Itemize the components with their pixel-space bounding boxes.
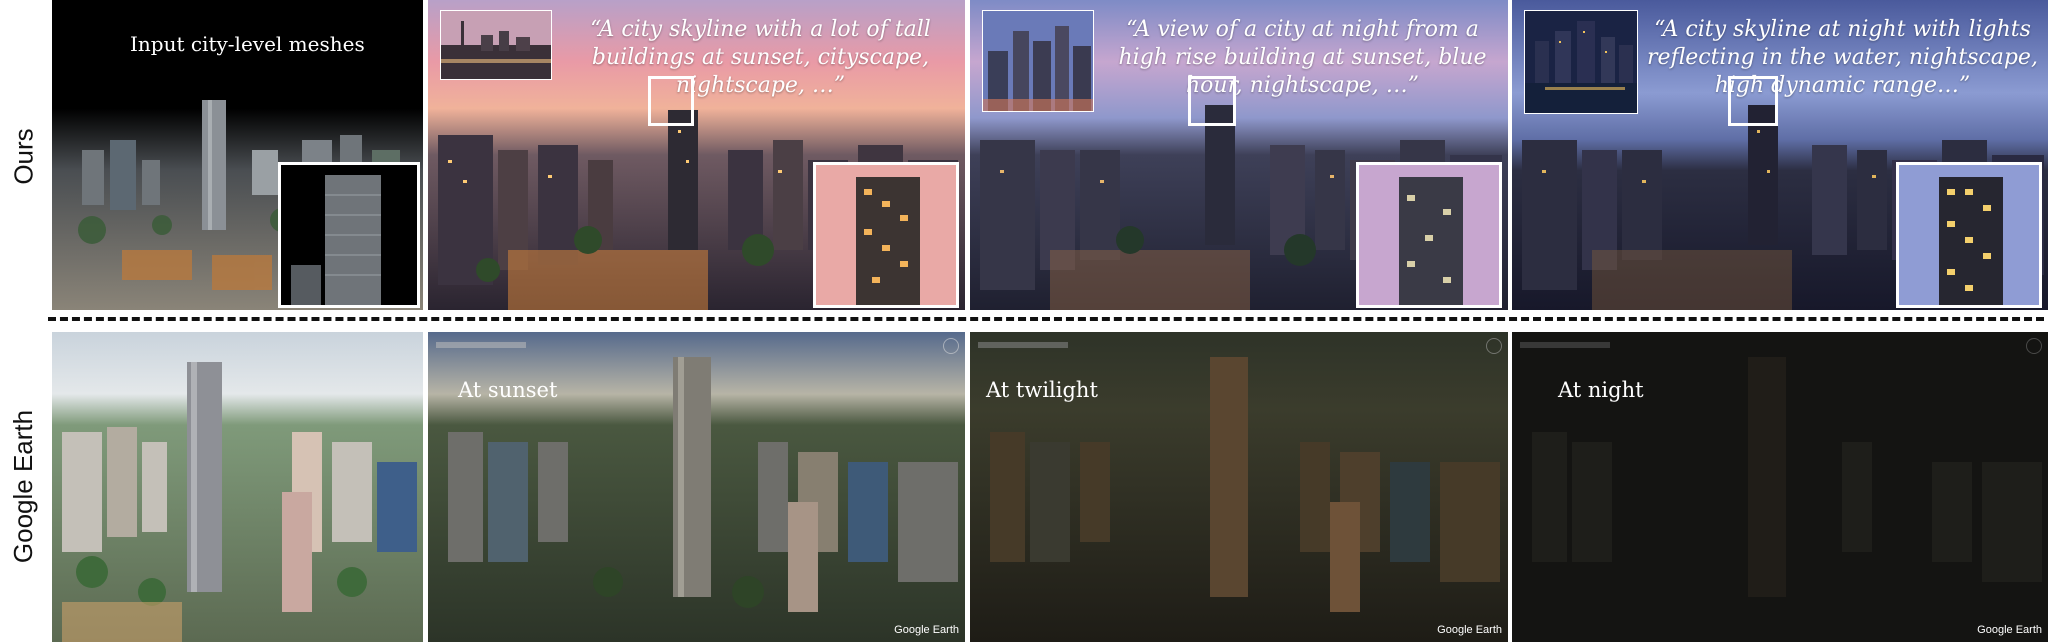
blue-hour-zoom-inset [1356,162,1502,308]
reference-thumbnail-blue-hour-image [983,11,1093,111]
twilight-caption: At twilight [986,378,1098,402]
sunset-caption: At sunset [458,378,558,402]
ge-scale-bar-twilight [978,342,1068,348]
blue-hour-panel: “A view of a city at night from a high r… [970,0,1508,310]
google-earth-day-render [52,332,423,642]
blue-hour-prompt-line1: “A view of a city at night from a [1126,17,1479,42]
google-earth-night-render [1512,332,2048,642]
night-prompt-line1: “A city skyline at night with lights [1654,17,2031,42]
sunset-prompt: “A city skyline with a lot of tall build… [563,16,958,100]
night-prompt-line2: reflecting in the water, nightscape, [1647,45,2038,70]
blue-hour-prompt-line3: hour, nightscape, …” [1185,73,1420,98]
reference-thumbnail-night-image [1525,11,1637,113]
ge-compass-night [2026,338,2042,354]
row-label-ours: Ours [0,0,48,312]
row-divider [48,317,2044,321]
google-earth-logo-night: Google Earth [1977,624,2042,636]
sunset-zoom-image [816,165,956,305]
google-earth-day-panel [52,332,423,642]
sunset-prompt-line1: “A city skyline with a lot of tall [590,17,931,42]
ge-scale-bar-night [1520,342,1610,348]
input-zoom-inset [278,162,420,308]
row-label-google-earth-text: Google Earth [8,409,39,563]
sunset-zoom-region [648,76,694,126]
blue-hour-prompt-line2: high rise building at sunset, blue [1118,45,1487,70]
input-zoom-render [281,165,417,305]
sunset-zoom-inset [813,162,959,308]
night-zoom-region [1728,76,1778,126]
night-zoom-image [1899,165,2039,305]
reference-thumbnail-sunset-image [441,11,551,79]
ge-scale-bar [436,342,526,348]
night-panel: “A city skyline at night with lights ref… [1512,0,2048,310]
reference-thumbnail-night [1524,10,1638,114]
blue-hour-zoom-region [1188,76,1236,126]
google-earth-sunset-panel: At sunset Google Earth [428,332,965,642]
google-earth-logo-twilight: Google Earth [1437,624,1502,636]
sunset-prompt-line2: buildings at sunset, cityscape, [591,45,930,70]
blue-hour-zoom-image [1359,165,1499,305]
google-earth-sunset-render [428,332,965,642]
row-label-google-earth: Google Earth [0,330,48,642]
blue-hour-prompt: “A view of a city at night from a high r… [1105,16,1500,100]
google-earth-twilight-render [970,332,1508,642]
row-label-ours-text: Ours [8,127,39,185]
night-zoom-inset [1896,162,2042,308]
google-earth-night-panel: At night Google Earth [1512,332,2048,642]
ge-compass [943,338,959,354]
night-prompt-line3: high dynamic range…” [1714,73,1971,98]
reference-thumbnail-blue-hour [982,10,1094,112]
sunset-panel: “A city skyline with a lot of tall build… [428,0,965,310]
ge-compass-twilight [1486,338,1502,354]
sunset-prompt-line3: nightscape, …” [675,73,846,98]
input-mesh-panel: Input city-level meshes [52,0,423,310]
reference-thumbnail-sunset [440,10,552,80]
google-earth-logo-sunset: Google Earth [894,624,959,636]
input-caption: Input city-level meshes [130,32,365,56]
night-prompt: “A city skyline at night with lights ref… [1640,16,2045,100]
google-earth-twilight-panel: At twilight Google Earth [970,332,1508,642]
night-caption: At night [1558,378,1644,402]
